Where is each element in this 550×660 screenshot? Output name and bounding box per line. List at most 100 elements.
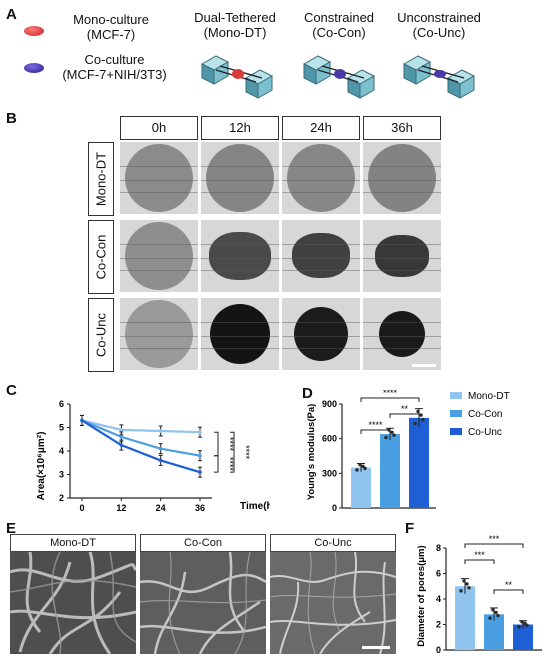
chart-d-ytick-label: 900 xyxy=(322,399,337,409)
tether-line xyxy=(282,166,360,167)
legend-swatch-co-unc xyxy=(450,428,462,435)
co-culture-ellipse-icon xyxy=(24,63,44,73)
chart-c-series-co-unc xyxy=(81,419,201,474)
chart-d-data-point xyxy=(363,466,367,471)
tether-line xyxy=(363,322,441,323)
time-header-0h: 0h xyxy=(120,116,198,140)
chart-c-point xyxy=(158,446,163,451)
chart-c-sig-label: **** xyxy=(225,437,235,452)
panel-label-f: F xyxy=(405,520,415,537)
chart-f-sig-label: *** xyxy=(474,550,485,560)
tether-line xyxy=(363,192,441,193)
chart-d-sig-label: **** xyxy=(368,420,383,430)
chart-f-sig-label: *** xyxy=(489,534,500,544)
chart-c-ytick-label: 3 xyxy=(59,470,64,480)
chart-d-ytick-label: 600 xyxy=(322,434,337,444)
chart-d-ylabel: Young's modulus(Pa) xyxy=(306,404,317,501)
time-header-24h: 24h xyxy=(282,116,360,140)
tether-line xyxy=(201,180,279,181)
tissue-disk xyxy=(368,144,436,212)
chart-d-data-point xyxy=(384,435,388,440)
tether-line xyxy=(201,244,279,245)
tether-line xyxy=(120,336,198,337)
micrograph-co-unc-36h xyxy=(363,298,441,370)
tether-line xyxy=(201,166,279,167)
tether-line xyxy=(363,348,441,349)
tether-line xyxy=(363,244,441,245)
mono-culture-ellipse-icon xyxy=(24,26,44,36)
tether-line xyxy=(120,192,198,193)
tissue-disk xyxy=(209,231,271,280)
chart-c-point xyxy=(198,453,202,458)
chart-d-data-point xyxy=(419,413,423,417)
chart-c-xtick-label: 36 xyxy=(195,503,205,513)
micrograph-mono-dt-36h xyxy=(363,142,441,214)
chart-c-ytick-label: 6 xyxy=(59,399,64,409)
legend-mono-culture: Mono-culture (MCF-7) xyxy=(73,12,149,42)
chart-d-sig-bracket xyxy=(360,429,391,434)
chart-c-sig-bracket xyxy=(230,431,235,473)
panel-label-c: C xyxy=(6,382,17,399)
legend-label-co-unc: Co-Unc xyxy=(468,427,502,438)
tissue-disk xyxy=(125,222,193,290)
tether-line xyxy=(363,258,441,259)
chart-c-sig-label: **** xyxy=(225,457,235,472)
chart-c-series-co-con xyxy=(81,419,201,457)
panel-label-d: D xyxy=(302,385,313,402)
panel-label-a: A xyxy=(6,6,17,23)
tether-line xyxy=(282,180,360,181)
tissue-disk xyxy=(379,311,425,357)
chart-c-point xyxy=(158,458,163,463)
chart-d-ytick-label: 300 xyxy=(322,468,337,478)
chart-d-bar-co-con xyxy=(380,434,400,508)
chart-c-point xyxy=(119,435,124,439)
area-line-chart: Area(×10⁶μm²) Time(h) 2 3 4 5 6 0 12 24 36 **** **… xyxy=(36,399,270,513)
time-header-12h: 12h xyxy=(201,116,279,140)
chart-f-sig-bracket xyxy=(464,559,495,564)
row-label-co-con: Co-Con xyxy=(88,220,114,294)
tether-line xyxy=(282,244,360,245)
tether-line xyxy=(282,322,360,323)
column-title-co-con: Constrained (Co-Con) xyxy=(303,10,375,40)
sem-label-mono-dt: Mono-DT xyxy=(10,534,136,552)
unconstrained-device-icon xyxy=(402,55,476,99)
legend-swatch-mono-dt xyxy=(450,392,462,399)
tether-line xyxy=(201,348,279,349)
row-label-mono-dt: Mono-DT xyxy=(88,142,114,216)
micrograph-co-con-36h xyxy=(363,220,441,292)
chart-f-bar-co-unc xyxy=(513,624,533,650)
tether-line xyxy=(282,336,360,337)
tissue-disk xyxy=(206,144,274,212)
micrograph-co-con-0h xyxy=(120,220,198,292)
chart-d-ytick-label: 0 xyxy=(332,503,337,513)
legend-label-mono-dt: Mono-DT xyxy=(468,391,510,402)
panel-label-b: B xyxy=(6,110,17,127)
chart-d-sig-label: ** xyxy=(401,404,409,414)
chart-f-ylabel: Diameter of pores(μm) xyxy=(416,545,427,646)
chart-f-ytick-label: 8 xyxy=(436,543,441,553)
chart-f-data-point xyxy=(467,586,471,590)
chart-d-data-point xyxy=(421,418,425,422)
row-label-co-unc: Co-Unc xyxy=(88,298,114,372)
micrograph-co-con-24h xyxy=(282,220,360,292)
tether-line xyxy=(120,348,198,349)
chart-c-xtick-label: 24 xyxy=(156,503,166,513)
micrograph-co-con-12h xyxy=(201,220,279,292)
chart-f-sig-label: ** xyxy=(505,580,513,590)
legend-label-co-con: Co-Con xyxy=(468,409,502,420)
dual-tethered-device-icon xyxy=(200,55,274,99)
tether-line xyxy=(120,258,198,259)
constrained-device-icon xyxy=(302,55,376,99)
tissue-disk xyxy=(375,234,429,277)
chart-f-sig-bracket xyxy=(464,543,524,548)
chart-c-series-mono-dt xyxy=(81,419,201,434)
tether-line xyxy=(120,270,198,271)
chart-f-data-point xyxy=(488,616,492,620)
column-title-mono-dt: Dual-Tethered (Mono-DT) xyxy=(194,10,276,40)
legend-swatch-co-con xyxy=(450,410,462,417)
chart-c-xlabel: Time(h) xyxy=(240,501,270,512)
tissue-disk xyxy=(292,233,350,279)
tissue-disk xyxy=(287,144,355,212)
tissue-disk xyxy=(210,304,270,364)
chart-f-data-point xyxy=(520,620,524,624)
